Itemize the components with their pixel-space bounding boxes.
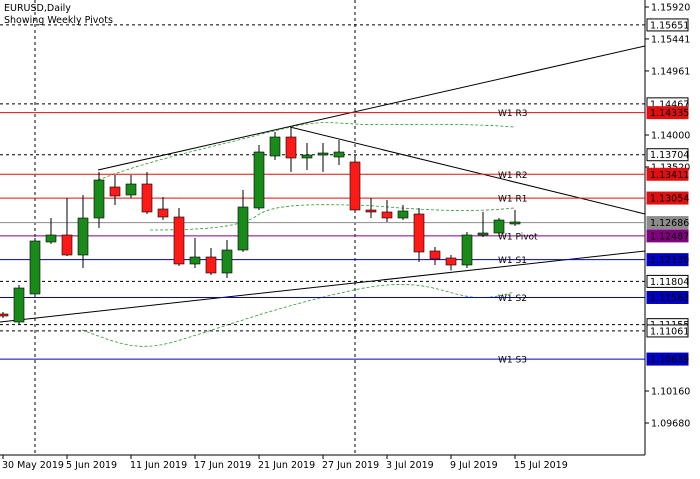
price-label: 1.11563 — [650, 293, 689, 304]
candle-body — [45, 234, 57, 243]
candle-body — [109, 186, 121, 197]
price-label: 1.13054 — [650, 194, 689, 205]
level-name: W1 Pivot — [498, 232, 538, 242]
candle-body — [349, 161, 361, 211]
price-label: 1.12487 — [650, 231, 689, 242]
candle-body — [189, 256, 201, 265]
price-label-box — [646, 352, 689, 366]
price-label: 1.13411 — [650, 170, 689, 181]
envelope-upper — [97, 122, 515, 181]
candle-body — [269, 136, 281, 157]
price-label: 1.14335 — [650, 108, 689, 119]
candle-body — [381, 211, 393, 219]
candle-body — [221, 249, 233, 274]
candle-body — [141, 183, 153, 213]
candle-body — [237, 206, 249, 251]
trend-line — [0, 250, 646, 323]
candle-body — [317, 152, 329, 156]
price-label-box — [646, 216, 689, 230]
level-name: W1 S1 — [498, 256, 527, 266]
candle-body — [61, 234, 73, 256]
candle-body — [205, 256, 217, 274]
price-label-box — [646, 253, 689, 267]
level-name: W1 R1 — [498, 195, 527, 205]
candle-body — [253, 151, 265, 209]
candle-body — [77, 217, 89, 256]
candle-body — [445, 257, 457, 266]
price-label: 1.14467 — [650, 99, 689, 110]
price-label: 1.10639 — [650, 355, 689, 366]
trend-line — [97, 45, 646, 171]
chart-title: EURUSD,Daily — [4, 3, 71, 14]
candle-body — [397, 210, 409, 219]
candle-body — [13, 287, 25, 323]
chart-subtitle: Showing Weekly Pivots — [4, 15, 113, 26]
price-label: 1.13704 — [650, 150, 689, 161]
level-name: W1 S3 — [498, 356, 527, 366]
y-tick-label: 1.09680 — [651, 419, 690, 430]
level-name: W1 S2 — [498, 294, 527, 304]
candle-body — [509, 221, 521, 225]
price-label: 1.12130 — [650, 255, 689, 266]
candle-body — [477, 232, 489, 236]
y-tick-label: 1.14961 — [651, 66, 690, 77]
envelope-mid — [149, 204, 515, 231]
candle-body — [157, 208, 169, 218]
candle-body — [461, 234, 473, 266]
candle-body — [125, 183, 137, 196]
price-label-box — [646, 148, 689, 162]
y-tick-label: 1.15441 — [651, 34, 690, 45]
price-label-box — [646, 290, 689, 304]
price-label-box — [646, 274, 689, 288]
price-label-box — [646, 324, 689, 338]
price-label: 1.12686 — [650, 218, 689, 229]
level-name: W1 R3 — [498, 109, 527, 119]
x-tick-label: 9 Jul 2019 — [450, 460, 498, 471]
price-label-box — [646, 106, 689, 120]
drawings — [0, 0, 646, 455]
price-label: 1.11061 — [650, 326, 689, 337]
level-name: W1 R2 — [498, 171, 527, 181]
trend-line — [289, 126, 646, 215]
envelope-lower — [81, 284, 515, 347]
candle-body — [493, 219, 505, 234]
y-tick-label: 1.14000 — [651, 131, 690, 142]
x-tick-label: 30 May 2019 — [2, 460, 64, 471]
candle-body — [0, 313, 9, 317]
price-label: 1.15651 — [650, 20, 689, 31]
price-label: 1.11804 — [650, 277, 689, 288]
x-tick-label: 15 Jul 2019 — [514, 460, 568, 471]
x-tick-label: 5 Jun 2019 — [66, 460, 117, 471]
x-tick-label: 17 Jun 2019 — [194, 460, 251, 471]
price-label-box — [646, 167, 689, 181]
candle-body — [29, 240, 41, 295]
x-tick-label: 11 Jun 2019 — [130, 460, 187, 471]
y-tick-label: 1.15920 — [651, 3, 690, 14]
x-tick-label: 3 Jul 2019 — [386, 460, 434, 471]
candle-body — [173, 216, 185, 265]
y-tick-label: 1.10160 — [651, 387, 690, 398]
x-tick-label: 27 Jun 2019 — [322, 460, 379, 471]
price-label-box — [646, 229, 689, 243]
candle-body — [333, 151, 345, 158]
candle-body — [365, 209, 377, 213]
candle-body — [301, 154, 313, 159]
price-label-box — [646, 191, 689, 205]
candle-body — [429, 250, 441, 260]
candle-body — [413, 213, 425, 253]
price-label-box — [646, 18, 689, 32]
candle-body — [285, 136, 297, 159]
x-tick-label: 21 Jun 2019 — [258, 460, 315, 471]
candle-body — [93, 179, 105, 219]
